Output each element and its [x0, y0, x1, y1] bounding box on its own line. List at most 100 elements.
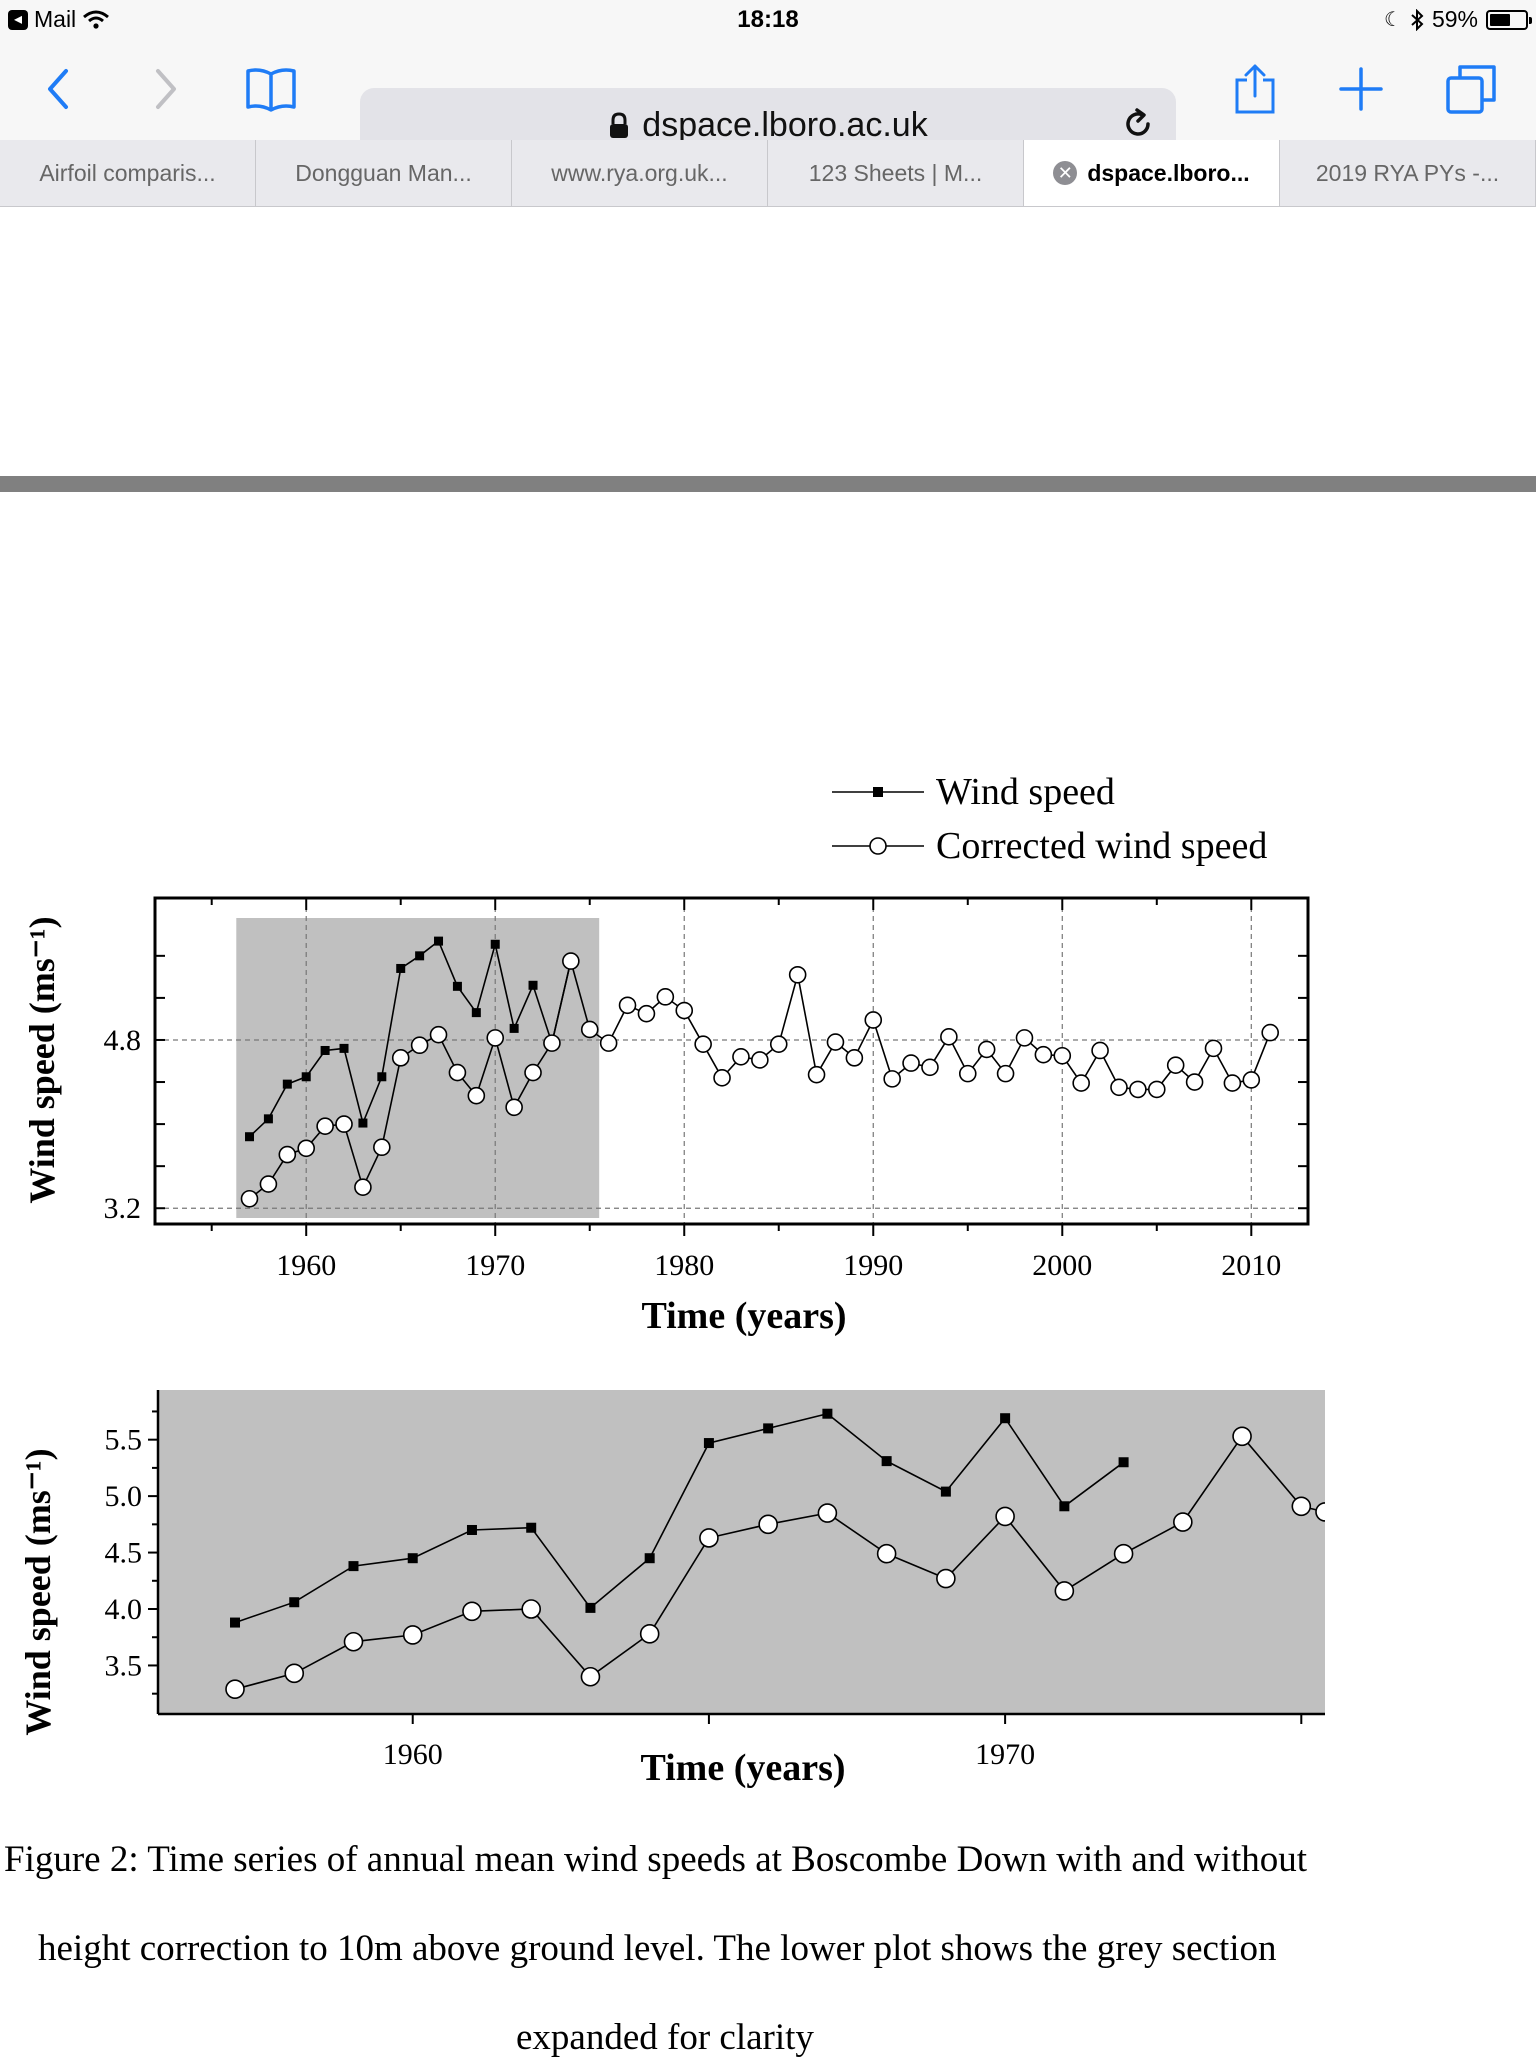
plus-icon — [1339, 67, 1383, 111]
data-point-square — [377, 1072, 387, 1082]
data-point-circle — [758, 1514, 778, 1535]
tab-rya[interactable]: www.rya.org.uk... — [512, 140, 768, 206]
data-point-circle — [316, 1117, 334, 1136]
data-point-circle — [637, 1004, 656, 1023]
bottom-chart-svg: 3.5 4.0 4.5 5.0 5.5 1960 1970 Time (years) Wind … — [18, 1390, 1325, 1789]
new-tab-button[interactable] — [1334, 62, 1388, 116]
tab-label: www.rya.org.uk... — [551, 159, 728, 186]
chevron-left-icon — [48, 69, 68, 109]
tab-airfoil[interactable]: Airfoil comparis... — [0, 140, 256, 206]
x-tick-label: 2000 — [1032, 1249, 1092, 1282]
data-point-square — [466, 1524, 477, 1535]
page-divider — [0, 476, 1536, 492]
x-tick-label: 1960 — [276, 1249, 336, 1282]
tab-123-sheets[interactable]: 123 Sheets | M... — [768, 140, 1024, 206]
data-point-circle — [845, 1049, 864, 1067]
data-point-circle — [618, 996, 637, 1015]
tab-dongguan[interactable]: Dongguan Man... — [256, 140, 512, 206]
data-point-circle — [580, 1020, 599, 1039]
data-point-square — [1118, 1457, 1129, 1468]
data-point-circle — [921, 1058, 939, 1077]
book-icon — [246, 68, 296, 112]
data-point-circle — [1113, 1543, 1134, 1564]
share-icon — [1235, 64, 1275, 114]
data-point-circle — [977, 1040, 996, 1059]
data-point-circle — [335, 1115, 353, 1133]
data-point-square — [407, 1553, 418, 1564]
caption-line-3: expanded for clarity — [516, 2017, 814, 2058]
data-point-circle — [297, 1139, 316, 1158]
data-point-circle — [1091, 1041, 1109, 1060]
data-point-circle — [429, 1025, 448, 1044]
lock-icon — [610, 111, 629, 138]
reload-icon — [1126, 108, 1150, 136]
close-tab-icon[interactable]: ✕ — [1053, 161, 1078, 185]
data-point-circle — [639, 1624, 660, 1644]
data-point-circle — [1242, 1071, 1261, 1089]
data-point-square — [644, 1553, 655, 1564]
back-app-label: Mail — [34, 6, 77, 32]
series-group — [225, 1408, 1325, 1699]
data-point-square — [471, 1008, 481, 1018]
data-point-square — [289, 1597, 300, 1608]
y-tick-label: 3.2 — [104, 1192, 142, 1225]
x-tick-label: 1980 — [654, 1249, 714, 1282]
data-point-circle — [1034, 1045, 1053, 1064]
data-point-circle — [448, 1063, 467, 1082]
data-point-square — [301, 1072, 311, 1082]
data-point-circle — [1185, 1073, 1204, 1091]
data-point-square — [348, 1561, 359, 1572]
data-point-square — [452, 981, 462, 991]
data-point-square — [415, 951, 425, 961]
y-axis-label-text: Wind speed (ms⁻¹) — [22, 916, 62, 1203]
tabs-button[interactable] — [1444, 62, 1498, 116]
bookmarks-button[interactable] — [244, 62, 298, 116]
tab-label: Dongguan Man... — [295, 159, 472, 186]
data-point-square — [509, 1023, 519, 1033]
data-point-circle — [462, 1601, 482, 1622]
data-point-square — [822, 1408, 833, 1419]
status-bar: ◂ Mail 18:18 ☾ 59% — [0, 0, 1536, 40]
tabs-icon — [1446, 65, 1496, 114]
data-point-circle — [1072, 1074, 1090, 1092]
data-point-circle — [1261, 1023, 1279, 1042]
data-point-circle — [1166, 1056, 1185, 1075]
data-point-square — [320, 1045, 330, 1055]
data-point-circle — [788, 965, 807, 984]
data-point-circle — [1147, 1080, 1166, 1099]
caption-line-2: height correction to 10m above ground le… — [38, 1928, 1277, 1969]
x-tick-label: 1970 — [465, 1249, 525, 1282]
tab-rya-pys[interactable]: 2019 RYA PYs -... — [1280, 140, 1536, 206]
data-point-circle — [713, 1069, 731, 1087]
data-point-circle — [1315, 1502, 1325, 1522]
data-point-circle — [751, 1051, 769, 1069]
y-axis-label: Wind speed (ms⁻¹) — [18, 1448, 58, 1735]
tab-dspace[interactable]: ✕ dspace.lboro... — [1024, 140, 1280, 206]
data-point-circle — [225, 1679, 245, 1699]
top-chart: Wind speed Corrected wind speed 1960 1970 19… — [0, 760, 1536, 1360]
y-tick-label: 5.5 — [105, 1424, 143, 1457]
data-point-circle — [807, 1065, 826, 1084]
back-to-app[interactable]: ◂ Mail — [8, 6, 110, 33]
forward-button[interactable] — [138, 62, 192, 116]
data-point-square — [763, 1423, 774, 1434]
data-point-circle — [883, 1070, 901, 1088]
x-tick-label: 2010 — [1221, 1249, 1281, 1282]
reload-button[interactable] — [1114, 100, 1162, 148]
data-point-circle — [521, 1599, 542, 1619]
data-point-circle — [599, 1034, 618, 1052]
plot-frame — [153, 896, 1310, 1226]
legend-corrected-wind-speed: Corrected wind speed — [936, 825, 1267, 867]
data-point-circle — [467, 1086, 486, 1105]
y-axis-label-text: Wind speed (ms⁻¹) — [18, 1448, 58, 1735]
bluetooth-icon — [1411, 8, 1424, 31]
data-point-square — [230, 1617, 241, 1628]
clock: 18:18 — [737, 6, 799, 33]
wifi-icon — [83, 10, 110, 29]
back-button[interactable] — [32, 62, 86, 116]
data-point-circle — [284, 1663, 305, 1684]
data-point-circle — [402, 1625, 423, 1645]
data-point-circle — [1110, 1078, 1128, 1097]
share-button[interactable] — [1228, 62, 1282, 116]
data-point-circle — [259, 1175, 278, 1193]
